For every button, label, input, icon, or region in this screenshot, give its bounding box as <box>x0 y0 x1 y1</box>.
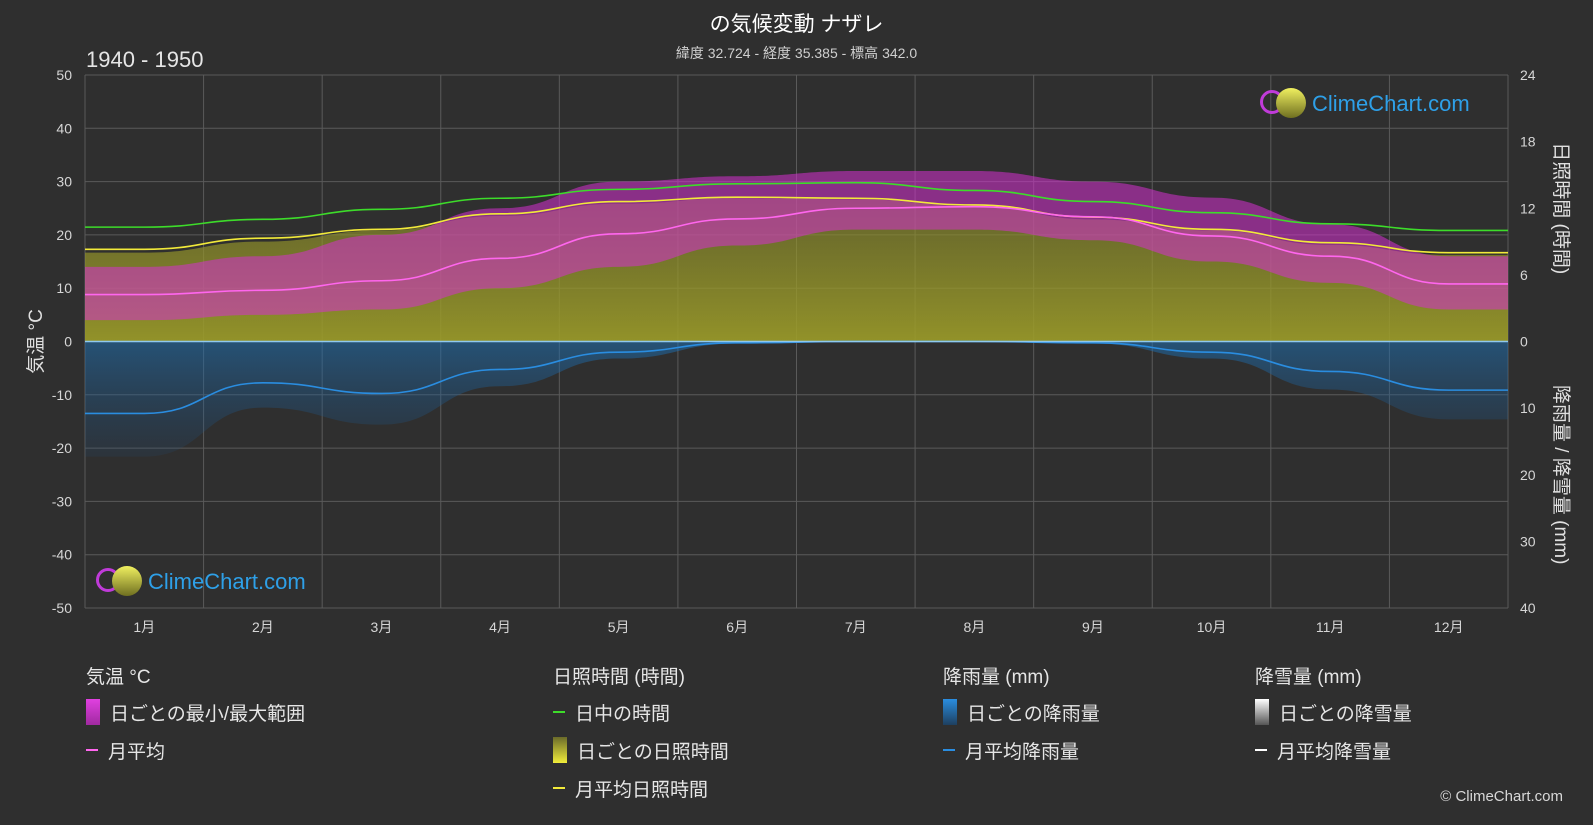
rain-area <box>85 341 1508 457</box>
axis-title-right-top: 日照時間 (時間) <box>1550 142 1572 274</box>
bar-swatch-icon <box>943 699 957 725</box>
line-swatch-icon <box>86 749 98 751</box>
tick-label-right: 10 <box>1520 400 1536 416</box>
tick-label-x: 10月 <box>1197 619 1227 635</box>
tick-label-right: 12 <box>1520 200 1536 216</box>
legend-item: 日ごとの最小/最大範囲 <box>86 699 305 725</box>
tick-label-x: 8月 <box>963 619 985 635</box>
legend-title: 降雪量 (mm) <box>1255 667 1362 688</box>
legend-title: 降雨量 (mm) <box>943 667 1050 688</box>
tick-label-x: 5月 <box>608 619 630 635</box>
line-swatch-icon <box>1255 749 1267 751</box>
tick-label-left: -40 <box>52 547 72 563</box>
tick-label-right: 20 <box>1520 467 1536 483</box>
logo-text: ClimeChart.com <box>1312 91 1470 116</box>
tick-label-left: 30 <box>56 174 72 190</box>
series-lines <box>85 181 1508 415</box>
axis-title-left: 気温 °C <box>25 309 47 374</box>
line-swatch-icon <box>943 749 955 751</box>
axes: 50 40 30 20 10 0 -10 -20 -30 -40 -50 24 18 12 6 0 10 20 30… <box>25 67 1572 635</box>
legend-item: 日ごとの日照時間 <box>553 737 729 763</box>
tick-label-left: 0 <box>64 334 72 350</box>
logo-text: ClimeChart.com <box>148 569 306 594</box>
temperature-avg-line <box>85 205 1508 296</box>
legend-temperature: 気温 °C 日ごとの最小/最大範囲 月平均 <box>86 662 305 776</box>
temperature-range-band <box>85 170 1508 321</box>
tick-label-right: 0 <box>1520 334 1528 350</box>
legend-item: 月平均 <box>86 738 305 763</box>
tick-label-x: 2月 <box>252 619 274 635</box>
tick-label-x: 12月 <box>1434 619 1464 635</box>
tick-label-right: 6 <box>1520 267 1528 283</box>
legend-snow: 降雪量 (mm) 日ごとの降雪量 月平均降雪量 <box>1255 662 1412 776</box>
tick-label-left: -30 <box>52 493 72 509</box>
line-swatch-icon <box>553 711 565 713</box>
tick-label-left: 10 <box>56 280 72 296</box>
legend-item: 月平均降雨量 <box>943 738 1100 763</box>
bar-swatch-icon <box>1255 699 1269 725</box>
legend-title: 気温 °C <box>86 667 151 688</box>
tick-label-x: 4月 <box>489 619 511 635</box>
period-label: 1940 - 1950 <box>86 47 204 72</box>
sunshine-avg-line <box>85 196 1508 254</box>
chart-title: の気候変動 ナザレ <box>709 13 884 36</box>
legend-item: 月平均日照時間 <box>553 776 729 801</box>
legend-sunshine: 日照時間 (時間) 日中の時間 日ごとの日照時間 月平均日照時間 <box>553 662 729 814</box>
tick-label-right: 24 <box>1520 67 1536 83</box>
legend-item: 月平均降雪量 <box>1255 738 1412 763</box>
logo-top[interactable]: ClimeChart.com <box>1260 88 1470 120</box>
rain-avg-line <box>85 340 1508 415</box>
daylight-line <box>85 181 1508 232</box>
range-swatch-icon <box>86 699 100 725</box>
logo-icon <box>96 566 148 598</box>
copyright: © ClimeChart.com <box>1440 788 1563 805</box>
tick-label-left: 20 <box>56 227 72 243</box>
legend-item: 日ごとの降雪量 <box>1255 699 1412 725</box>
tick-label-x: 11月 <box>1316 619 1345 635</box>
tick-label-left: -10 <box>52 387 72 403</box>
chart-subtitle: 緯度 32.724 - 経度 35.385 - 標高 342.0 <box>675 45 918 61</box>
axis-title-right-bottom: 降雨量 / 降雪量 (mm) <box>1550 385 1572 564</box>
tick-label-right: 30 <box>1520 533 1536 549</box>
tick-label-x: 1月 <box>133 619 155 635</box>
tick-label-right: 18 <box>1520 134 1536 150</box>
tick-label-x: 6月 <box>726 619 748 635</box>
bar-swatch-icon <box>553 737 567 763</box>
logo-icon <box>1260 88 1312 120</box>
tick-label-x: 9月 <box>1082 619 1104 635</box>
tick-label-x: 7月 <box>845 619 867 635</box>
legend-rain: 降雨量 (mm) 日ごとの降雨量 月平均降雨量 <box>943 662 1100 776</box>
tick-label-left: 40 <box>56 120 72 136</box>
tick-label-left: -20 <box>52 440 72 456</box>
tick-label-left: -50 <box>52 600 72 616</box>
legend-item: 日中の時間 <box>553 700 729 725</box>
legend-title: 日照時間 (時間) <box>553 667 685 688</box>
tick-label-right: 40 <box>1520 600 1536 616</box>
tick-label-left: 50 <box>56 67 72 83</box>
legend-item: 日ごとの降雨量 <box>943 699 1100 725</box>
area-fills <box>85 170 1508 457</box>
tick-label-x: 3月 <box>371 619 393 635</box>
line-swatch-icon <box>553 787 565 789</box>
logo-bottom[interactable]: ClimeChart.com <box>96 566 306 598</box>
